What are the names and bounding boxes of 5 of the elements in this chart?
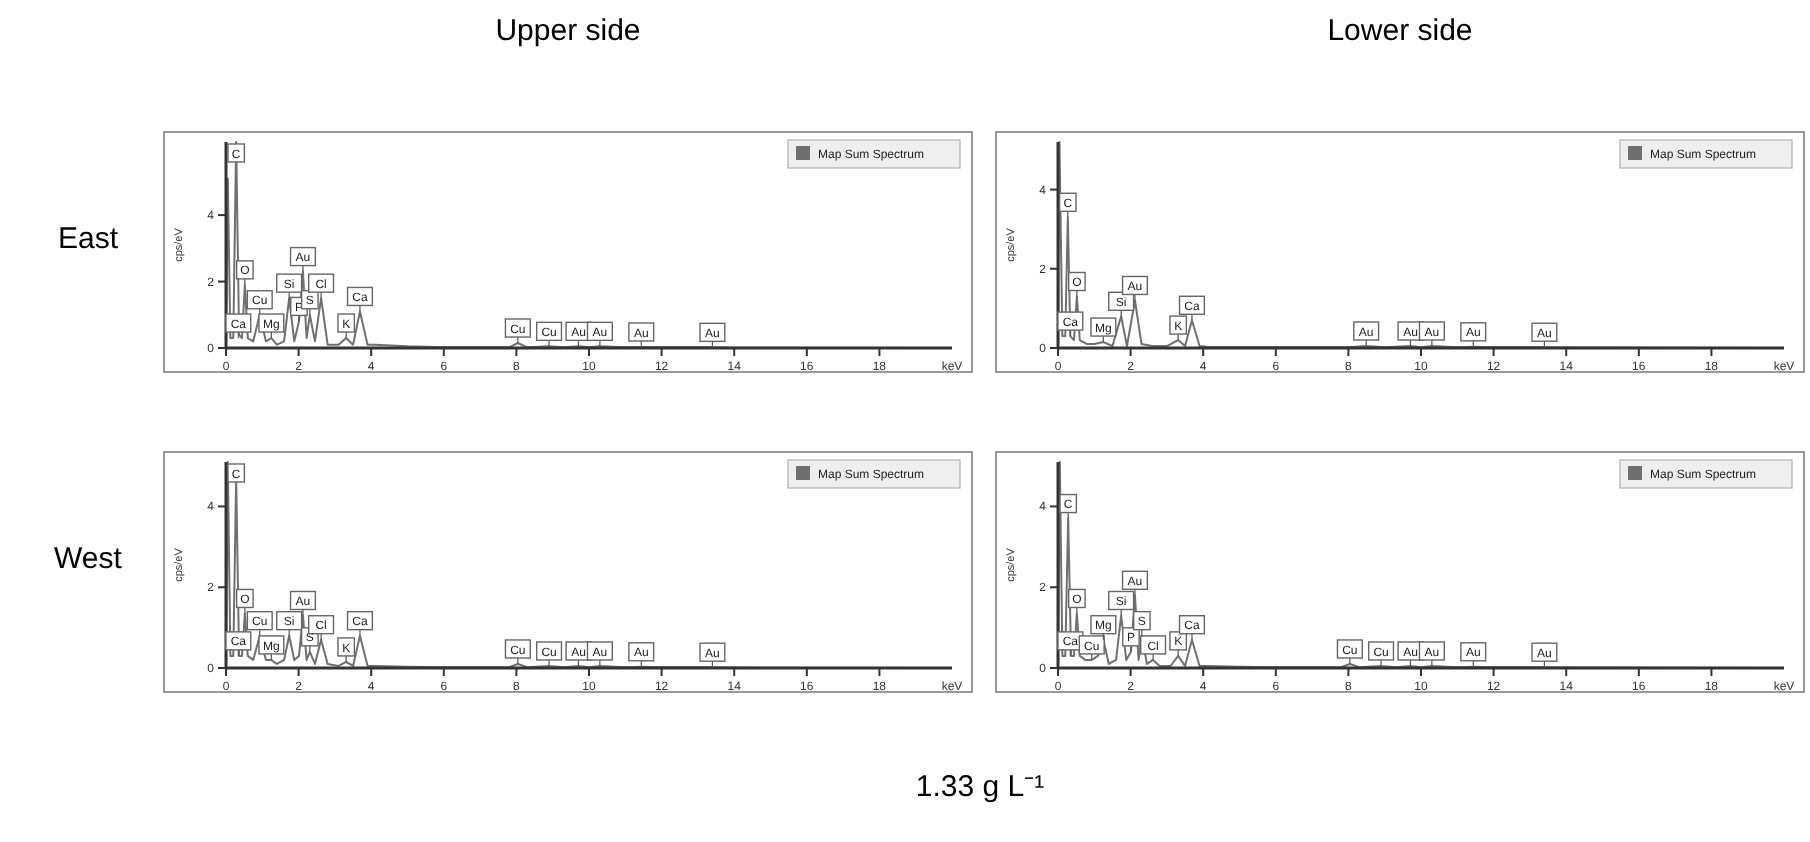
text: East: [57, 222, 120, 256]
chart-title: Upper side: [495, 14, 641, 48]
text: West: [54, 542, 124, 576]
text: 1.33 g L⁻¹: [915, 770, 1045, 804]
chart-title: Lower side: [1327, 14, 1473, 48]
